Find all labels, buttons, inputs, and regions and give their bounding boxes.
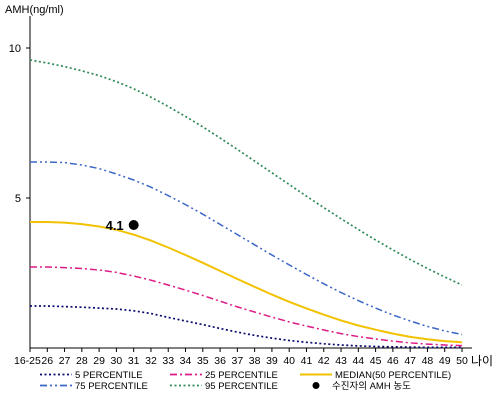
x-tick-label: 28	[76, 355, 88, 367]
x-tick-label: 38	[249, 355, 261, 367]
x-tick-label: 44	[352, 355, 364, 367]
x-tick-label: 47	[404, 355, 416, 367]
x-tick-label: 49	[439, 355, 451, 367]
patient-point-label: 4.1	[106, 218, 124, 233]
x-tick-label: 42	[318, 355, 330, 367]
series-line-0	[30, 305, 462, 349]
x-tick-label: 31	[128, 355, 140, 367]
x-tick-label: 16-25	[14, 355, 41, 367]
x-tick-label: 46	[387, 355, 399, 367]
legend: 5 PERCENTILE 25 PERCENTILE MEDIAN(50 PERCE…	[40, 370, 451, 392]
legend-point-marker	[312, 382, 320, 389]
legend-label-3: 75 PERCENTILE	[75, 381, 148, 392]
y-tick-label: 5	[15, 193, 21, 205]
x-tick-label: 29	[93, 355, 105, 367]
x-axis-title: 나이	[471, 354, 493, 368]
x-tick-label: 35	[197, 355, 209, 367]
series-line-3	[30, 161, 463, 336]
x-tick-label: 43	[335, 355, 347, 367]
patient-point-group: 4.1	[106, 218, 139, 233]
x-tick-label: 33	[162, 355, 174, 367]
x-tick-label: 48	[422, 355, 434, 367]
legend-point-label: 수진자의 AMH 농도	[332, 381, 411, 392]
series-lines	[29, 59, 463, 349]
x-tick-label: 32	[145, 355, 157, 367]
axes: AMH(ng/ml) 나이	[5, 4, 493, 368]
series-line-2	[30, 221, 463, 344]
y-axis-title: AMH(ng/ml)	[5, 4, 64, 16]
legend-label-2: MEDIAN(50 PERCENTILE)	[335, 370, 451, 381]
x-tick-label: 30	[111, 355, 123, 367]
legend-label-1: 25 PERCENTILE	[205, 370, 278, 381]
x-tick-label: 37	[232, 355, 244, 367]
x-tick-label: 36	[214, 355, 226, 367]
patient-point	[128, 220, 139, 230]
x-tick-label: 40	[283, 355, 295, 367]
legend-label-0: 5 PERCENTILE	[75, 370, 143, 381]
x-tick-label: 45	[370, 355, 382, 367]
x-tick-label: 26	[41, 355, 53, 367]
y-tick-label: 10	[9, 43, 21, 55]
series-line-1	[30, 266, 463, 347]
x-tick-label: 41	[301, 355, 313, 367]
x-tick-label: 50	[456, 355, 468, 367]
x-tick-label: 34	[180, 355, 192, 367]
legend-label-4: 95 PERCENTILE	[205, 381, 278, 392]
x-tick-label: 39	[266, 355, 278, 367]
axis-ticks: 5 10 16-25 26 27 28 29 30 31 32 33 34 35 36 37 38 39 40 41…	[9, 43, 468, 367]
x-tick-label: 27	[59, 355, 71, 367]
series-line-4	[29, 59, 463, 286]
